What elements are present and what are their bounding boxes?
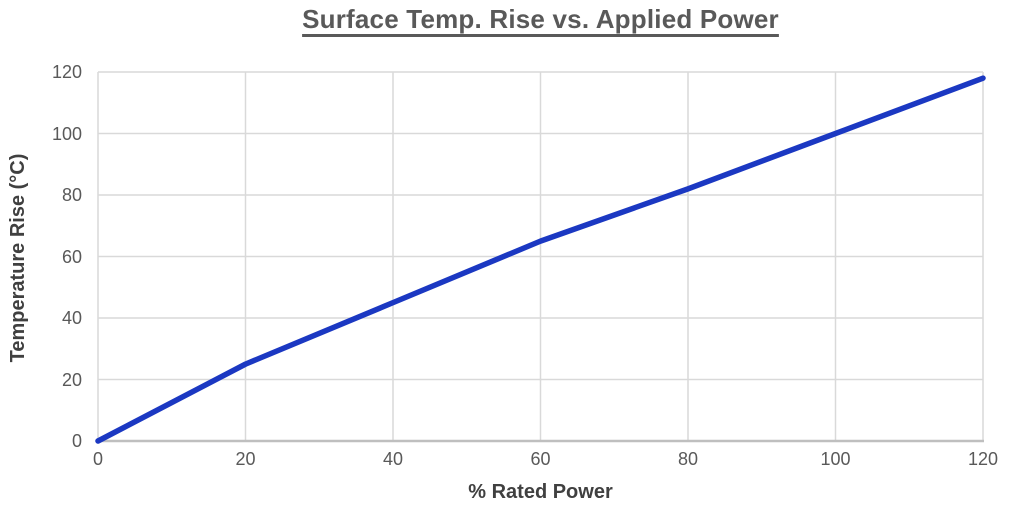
y-tick-label: 100 — [51, 123, 82, 144]
x-tick-label: 60 — [530, 449, 551, 469]
x-tick-label: 40 — [382, 449, 404, 469]
y-tick-label: 20 — [61, 369, 82, 390]
x-tick-label: 0 — [92, 449, 104, 469]
x-tick-label: 120 — [967, 449, 999, 469]
x-tick-label: 20 — [235, 449, 256, 469]
y-tick-label: 0 — [71, 431, 82, 451]
x-axis-title: % Rated Power — [468, 481, 613, 503]
y-tick-label: 60 — [61, 246, 82, 267]
x-tick-label: 100 — [820, 449, 851, 469]
x-tick-label: 80 — [677, 449, 699, 469]
chart-title: Surface Temp. Rise vs. Applied Power — [302, 4, 779, 34]
y-tick-label: 120 — [51, 62, 82, 82]
series-line — [95, 75, 986, 444]
y-tick-label: 40 — [61, 308, 82, 328]
y-tick-label: 80 — [61, 185, 82, 205]
